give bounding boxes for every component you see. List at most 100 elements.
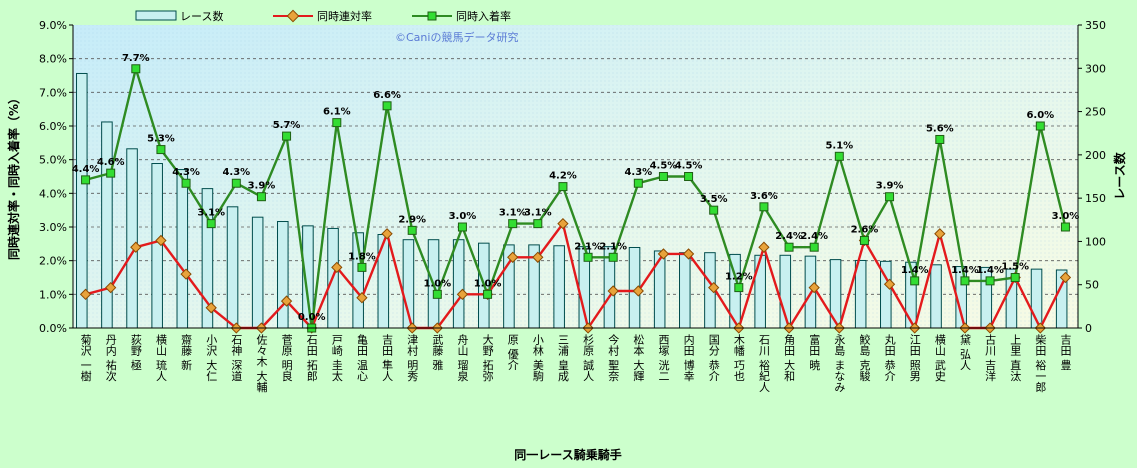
x-tick-label: 小沢 大仁 (205, 334, 218, 382)
point-quinella (708, 281, 720, 294)
point-placing (231, 178, 241, 188)
x-tick-label: 黛 弘人 (958, 334, 971, 371)
data-label-placing: 3.1% (524, 208, 552, 219)
x-tick-label: 亀田 温心 (355, 333, 368, 382)
x-tick-label: 原 優介 (506, 334, 519, 371)
y-axis-right-title: レース数 (1112, 151, 1127, 199)
data-label-placing: 3.1% (197, 208, 225, 219)
watermark: ©Caniの競馬データ研究 (395, 30, 518, 44)
data-label-placing: 1.4% (976, 265, 1004, 276)
x-tick-label: 今村 聖奈 (607, 333, 620, 382)
point-placing (106, 168, 116, 178)
point-quinella (632, 285, 644, 297)
point-quinella (456, 288, 469, 300)
point-quinella (682, 248, 695, 260)
point-placing (256, 192, 266, 202)
data-label-placing: 1.4% (951, 265, 979, 276)
data-label-placing: 3.1% (499, 208, 527, 219)
x-tick-label: 角田 大和 (783, 334, 796, 382)
y-right-tick-label: 300 (1085, 62, 1106, 75)
legend: レース数 同時連対率 同時入着率 (135, 9, 511, 23)
legend-marker-placing (427, 11, 437, 21)
point-placing (633, 178, 643, 188)
y-right-tick-label: 50 (1085, 279, 1099, 292)
point-placing (583, 252, 593, 262)
x-tick-label: 齋藤 新 (180, 333, 193, 371)
point-placing (206, 219, 216, 229)
point-quinella (280, 295, 293, 307)
point-quinella (356, 292, 368, 304)
data-label-placing: 2.1% (599, 241, 627, 252)
point-quinella (532, 251, 544, 263)
data-label-placing: 6.1% (323, 107, 351, 118)
data-label-placing: 4.5% (650, 161, 678, 172)
point-placing (382, 101, 392, 111)
x-tick-label: 津村 明秀 (406, 334, 419, 382)
point-placing (935, 134, 945, 144)
legend-marker-quinella (286, 9, 300, 23)
point-placing (1010, 273, 1020, 282)
point-quinella (758, 241, 770, 253)
point-placing (357, 262, 367, 272)
point-placing (282, 131, 292, 141)
point-placing (658, 172, 668, 181)
y-left-tick-label: 0.0% (39, 322, 67, 335)
y-right-tick-label: 150 (1085, 192, 1106, 205)
data-label-placing: 5.6% (926, 123, 954, 134)
data-label-placing: 4.3% (222, 167, 250, 178)
y-left-tick-label: 1.0% (39, 288, 67, 301)
data-label-placing: 2.4% (775, 231, 803, 242)
point-quinella (180, 268, 192, 280)
legend-label-placing: 同時入着率 (456, 9, 511, 23)
data-label-placing: 4.6% (97, 157, 125, 168)
x-tick-label: 木幡 巧也 (732, 334, 745, 382)
data-label-placing: 4.3% (172, 167, 200, 178)
data-label-placing: 1.4% (901, 265, 929, 276)
point-quinella (331, 261, 343, 274)
point-placing (131, 64, 141, 74)
x-tick-label: 柴田 裕一郎 (1034, 333, 1047, 393)
data-label-placing: 5.3% (147, 134, 175, 145)
data-label-placing: 6.0% (1026, 110, 1054, 121)
point-placing (407, 225, 417, 235)
x-tick-label: 松本 大輝 (632, 333, 645, 382)
point-placing (759, 202, 769, 212)
legend-swatch-race-count (135, 10, 177, 21)
legend-label-quinella: 同時連対率 (317, 9, 372, 23)
data-label-placing: 3.6% (750, 191, 778, 202)
x-tick-label: 三浦 皇成 (556, 334, 569, 382)
bar (277, 221, 289, 329)
x-tick-label: 荻野 極 (129, 334, 142, 371)
point-placing (608, 252, 618, 262)
point-quinella (934, 228, 946, 240)
x-tick-label: 菊沢 一樹 (79, 334, 92, 382)
bar-series-race-count (76, 72, 1068, 329)
bar (653, 250, 666, 329)
x-tick-label: 江田 照男 (908, 334, 921, 382)
data-label-placing: 3.0% (449, 211, 477, 222)
y-left-tick-label: 6.0% (39, 120, 67, 133)
point-placing (558, 182, 568, 192)
bar (226, 206, 239, 329)
x-tick-label: 石田 拓郎 (305, 334, 318, 382)
x-tick-label: 鮫島 克駿 (858, 333, 871, 382)
y-left-tick-label: 4.0% (39, 187, 67, 200)
y-right-tick-label: 250 (1085, 106, 1106, 119)
point-quinella (155, 234, 167, 247)
y-left-tick-label: 5.0% (39, 154, 67, 167)
point-placing (483, 289, 493, 299)
data-label-placing: 3.9% (248, 181, 276, 192)
data-label-placing: 3.5% (700, 194, 728, 205)
point-placing (960, 276, 970, 286)
point-quinella (105, 281, 117, 294)
point-placing (508, 219, 518, 229)
bar (377, 234, 390, 329)
data-label-placing: 1.5% (1001, 262, 1029, 273)
data-label-placing: 5.7% (273, 120, 301, 131)
x-tick-label: 上里 直汰 (1009, 334, 1022, 382)
bar (251, 216, 264, 329)
point-quinella (557, 217, 569, 230)
data-label-placing: 1.8% (348, 251, 376, 262)
